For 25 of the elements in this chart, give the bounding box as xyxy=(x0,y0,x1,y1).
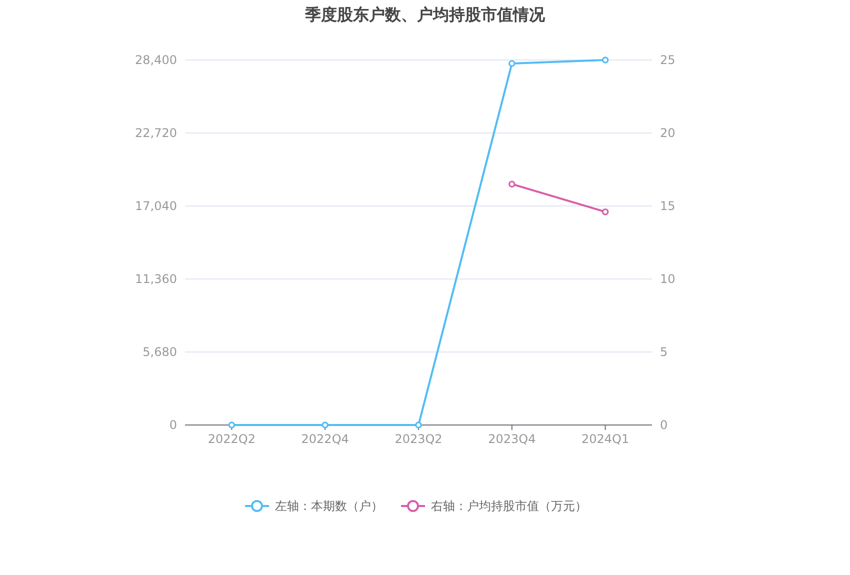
x-tick-label: 2022Q2 xyxy=(208,432,256,446)
point xyxy=(602,56,609,64)
legend-label: 右轴：户均持股市值（万元） xyxy=(431,499,587,513)
y-tick-label: 0 xyxy=(169,418,177,432)
y-tick-label: 28,400 xyxy=(135,53,177,67)
chart-title: 季度股东户数、户均持股市值情况 xyxy=(304,5,546,24)
y-tick-label: 11,360 xyxy=(135,272,177,286)
y-tick-label: 17,040 xyxy=(135,199,177,213)
point xyxy=(415,422,422,428)
y-tick-label: 5,680 xyxy=(142,345,177,359)
x-tick-label: 2024Q1 xyxy=(581,432,630,446)
x-tick-label: 2023Q2 xyxy=(394,432,442,446)
y2-tick-label: 5 xyxy=(660,345,668,359)
y2-tick-label: 10 xyxy=(660,272,676,286)
x-tick-label: 2022Q4 xyxy=(301,432,349,446)
y2-tick-label: 0 xyxy=(660,418,668,432)
y-tick-label: 22,720 xyxy=(135,126,177,140)
point xyxy=(228,422,236,428)
point xyxy=(508,60,516,67)
y2-tick-label: 20 xyxy=(660,126,676,140)
legend-label: 左轴：本期数（户） xyxy=(275,499,383,513)
y2-tick-label: 25 xyxy=(660,53,676,67)
point xyxy=(322,422,328,428)
y2-tick-label: 15 xyxy=(660,199,676,213)
x-tick-label: 2023Q4 xyxy=(488,432,536,446)
